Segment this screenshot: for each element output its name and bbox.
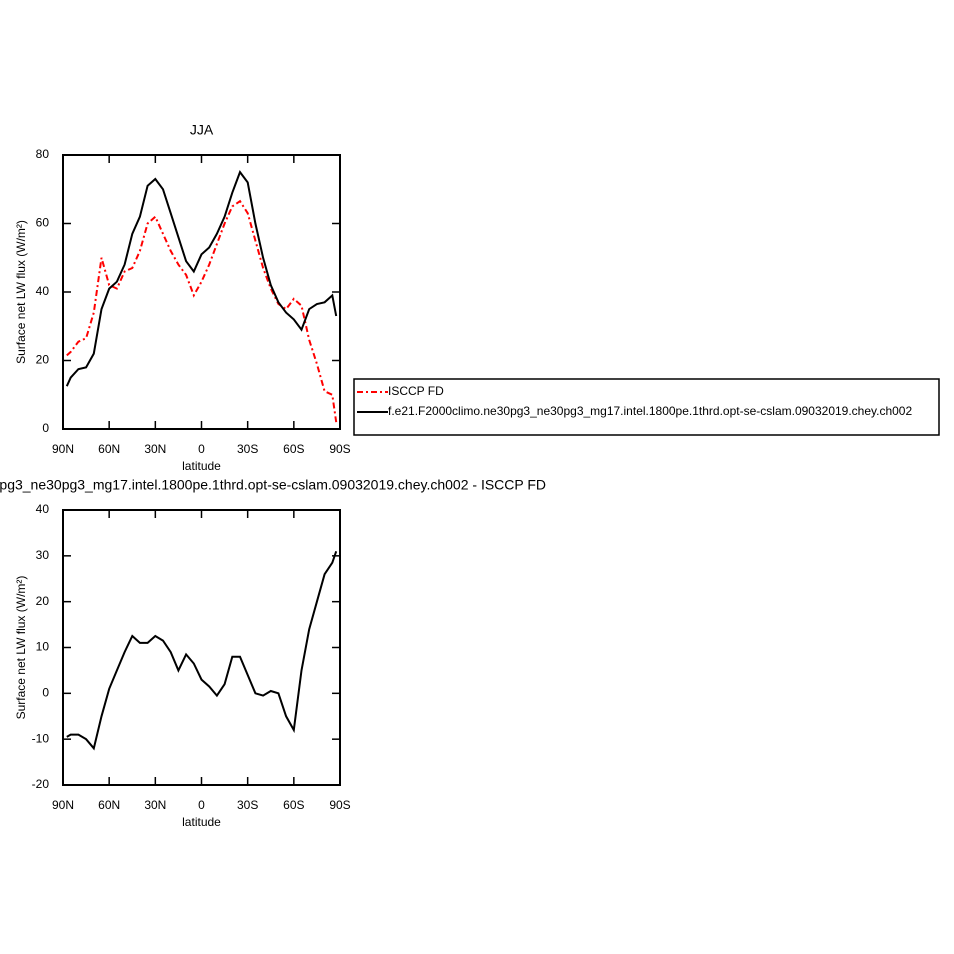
x-tick-label: 0 (198, 798, 205, 812)
y-tick-label: 60 (36, 216, 50, 230)
y-tick-label: 30 (36, 548, 50, 562)
legend-label: ISCCP FD (388, 384, 444, 398)
x-tick-label: 60S (283, 442, 304, 456)
chart-title: JJA (190, 122, 214, 138)
y-axis-label: Surface net LW flux (W/m²) (14, 576, 28, 720)
y-tick-label: 10 (36, 640, 50, 654)
y-tick-label: -10 (32, 731, 50, 745)
plot-frame (62, 154, 341, 430)
legend-box (353, 378, 940, 436)
x-tick-label: 30N (144, 798, 166, 812)
x-tick-label: 30N (144, 442, 166, 456)
y-tick-label: 40 (36, 502, 50, 516)
x-tick-label: 60S (283, 798, 304, 812)
y-tick-label: 20 (36, 353, 50, 367)
chart-title: f.e21.F2000climo.ne30pg3_ne30pg3_mg17.in… (0, 477, 546, 493)
x-tick-label: 30S (237, 798, 258, 812)
x-tick-label: 60N (98, 798, 120, 812)
x-tick-label: 90N (52, 442, 74, 456)
data-line (66, 550, 338, 751)
x-tick-label: 30S (237, 442, 258, 456)
y-tick-label: 20 (36, 594, 50, 608)
legend-label: f.e21.F2000climo.ne30pg3_ne30pg3_mg17.in… (388, 404, 912, 418)
x-tick-label: 90S (329, 442, 350, 456)
data-line (65, 170, 338, 387)
x-tick-label: 60N (98, 442, 120, 456)
y-tick-label: 40 (36, 284, 50, 298)
y-tick-label: 0 (42, 421, 49, 435)
y-tick-label: 0 (42, 686, 49, 700)
plot-frame (62, 509, 341, 786)
x-tick-label: 90N (52, 798, 74, 812)
x-axis-label: latitude (182, 815, 221, 829)
x-tick-label: 90S (329, 798, 350, 812)
data-line (66, 199, 338, 423)
y-tick-label: -20 (32, 777, 50, 791)
y-tick-label: 80 (36, 147, 50, 161)
y-axis-label: Surface net LW flux (W/m²) (14, 220, 28, 364)
x-axis-label: latitude (182, 459, 221, 473)
x-tick-label: 0 (198, 442, 205, 456)
